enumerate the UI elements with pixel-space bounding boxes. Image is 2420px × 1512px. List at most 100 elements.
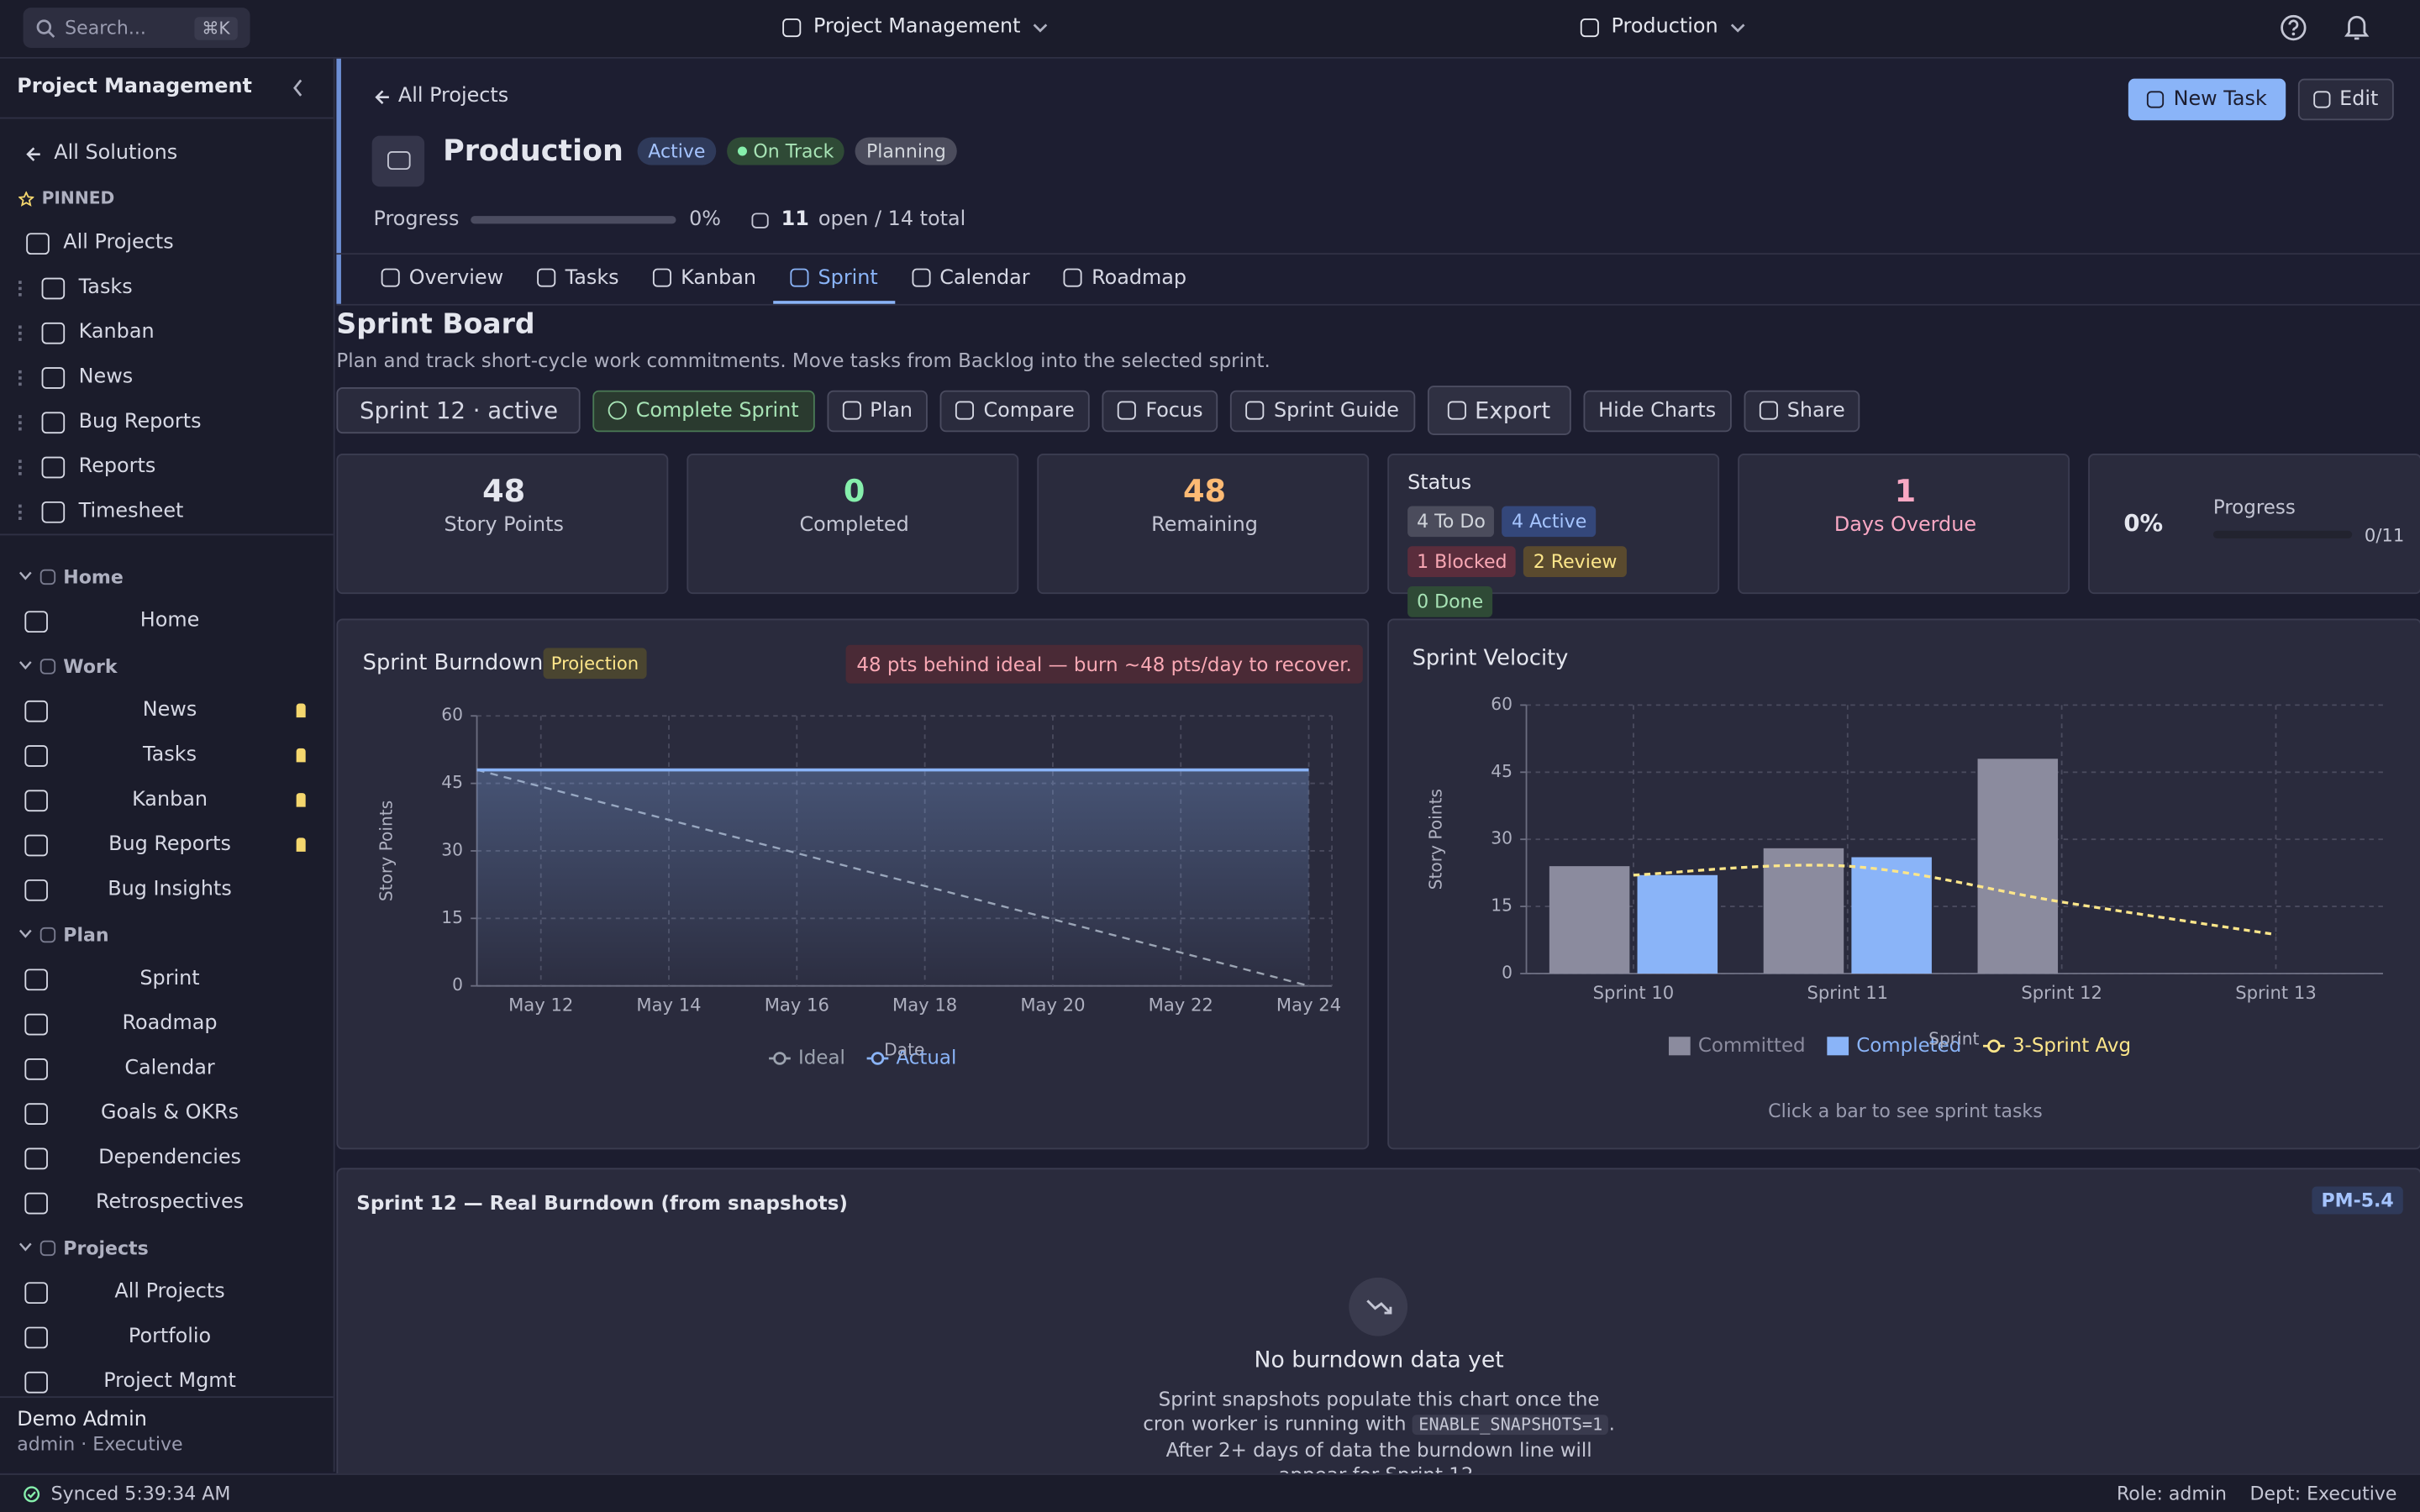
icon [24,610,48,633]
toolbar-button[interactable]: Plan [826,389,929,432]
nav-label: Retrospectives [95,1190,245,1215]
x-tick-label: May 20 [1020,995,1085,1016]
nav-item[interactable]: Calendar [0,1046,334,1090]
x-axis-label: Sprint [1928,1028,1979,1048]
toolbar-button[interactable]: Hide Charts [1582,389,1732,432]
back-link[interactable]: All Projects [375,85,508,108]
board-title: Sprint Board [336,308,535,341]
nav-item[interactable]: Tasks [0,265,334,310]
icon [41,455,66,478]
nav-item[interactable]: Tasks [0,732,334,777]
open-count: 11 [781,207,809,232]
bar[interactable] [1851,857,1932,974]
nav-item[interactable]: Bug Reports [0,400,334,444]
sidebar-title: Project Management [17,76,252,99]
tab[interactable]: Sprint [773,255,895,304]
nav-item[interactable]: Kanban [0,310,334,354]
nav-label: Roadmap [122,1011,218,1036]
bar[interactable] [1549,866,1630,974]
env-switcher[interactable]: Production [1580,15,1746,39]
nav-item[interactable]: All Projects [0,1270,334,1315]
icon [26,232,50,255]
nav-label: Timesheet [78,500,184,523]
tab[interactable]: Overview [364,255,520,304]
velocity-card: 0 15 30 45 60 Story Points Sprint 10 Sprint 11 S… [1387,618,2420,1150]
tab[interactable]: Kanban [636,255,773,304]
toolbar-button[interactable]: Complete Sprint [592,389,815,432]
snapshot-title: Sprint 12 — Real Burndown (from snapshot… [356,1190,848,1215]
toolbar-button[interactable]: Export [1427,386,1571,435]
icon [955,401,975,420]
legend-item: Committed [1668,1035,1806,1057]
x-tick-label: Sprint 11 [1807,982,1889,1003]
help-icon[interactable] [2280,14,2307,42]
bar[interactable] [1763,848,1844,974]
action-button[interactable]: New Task [2128,78,2286,121]
progress-pct: 0% [2123,509,2164,538]
overdue-card: 1 Days Overdue [1738,454,2070,595]
action-button[interactable]: Edit [2297,78,2394,121]
bar[interactable] [1637,874,1718,974]
nav-item[interactable]: Retrospectives [0,1180,334,1225]
tab[interactable]: Tasks [520,255,635,304]
icon [24,1147,48,1169]
button-label: Complete Sprint [635,398,799,423]
tab[interactable]: Roadmap [1047,255,1203,304]
legend-label: Ideal [798,1047,845,1069]
main: All Projects Production Active On Track Pl… [336,58,2420,1512]
nav-item[interactable]: All Solutions [0,131,334,176]
button-label: New Task [2173,87,2267,112]
toolbar-button[interactable]: Share [1744,389,1861,432]
legend-label: 3-Sprint Avg [2012,1035,2131,1057]
nav-item[interactable]: Bug Insights [0,867,334,911]
text: Sprint snapshots populate this chart onc… [1143,1387,1600,1436]
nav-item[interactable]: Home [0,599,334,643]
icon [842,401,861,420]
tab-label: Roadmap [1092,265,1187,290]
overdue-value: 1 [1894,472,1917,510]
pin-icon [296,837,306,852]
app-switcher[interactable]: Project Management [782,15,1048,39]
nav-item[interactable]: Kanban [0,778,334,822]
badges: Active On Track Planning [627,137,957,165]
icon [1064,268,1083,287]
toolbar-button[interactable]: Sprint Guide [1230,389,1415,432]
nav-item[interactable]: News [0,688,334,732]
legend-swatch [1827,1037,1849,1056]
progress-track [2212,530,2353,539]
icon [39,658,56,674]
section-label: Home [63,565,124,587]
legend: Ideal Actual [769,1047,956,1069]
toolbar-button[interactable]: Focus [1102,389,1218,432]
project-icon [371,135,425,187]
tab[interactable]: Calendar [895,255,1047,304]
collapse-icon[interactable] [292,79,304,97]
y-tick-label: 30 [1491,828,1512,848]
nav-item[interactable]: News [0,354,334,399]
nav-item[interactable]: Sprint [0,957,334,1001]
nav: All Solutions PINNED All Projects Tasks Kanb… [0,131,334,1404]
section-header: Plan [0,912,334,957]
nav-item[interactable]: Project Mgmt [0,1359,334,1404]
icon [24,833,48,856]
toolbar-button[interactable]: Compare [940,389,1091,432]
icon [24,1326,48,1348]
nav-item[interactable]: Dependencies [0,1136,334,1180]
nav-item[interactable]: All Projects [0,221,334,265]
nav-item[interactable]: Reports [0,444,334,489]
bell-icon[interactable] [2343,13,2370,42]
stat-label: Completed [799,513,909,538]
nav-item[interactable]: Timesheet [0,489,334,533]
search[interactable]: Search... ⌘K [23,8,250,48]
nav-item[interactable]: Roadmap [0,1001,334,1046]
section-label: Projects [63,1236,149,1258]
bar[interactable] [1977,759,2059,974]
nav-item[interactable]: Bug Reports [0,822,334,867]
burndown-card: 0 15 30 45 60 Story Points May 12 May 14 May 16 M… [336,618,1370,1150]
divider [336,253,2420,255]
sprint-select[interactable]: Sprint 12 · active [336,387,581,434]
chevron [1034,23,1048,32]
nav-item[interactable]: Goals & OKRs [0,1091,334,1136]
divider [0,117,334,119]
nav-item[interactable]: Portfolio [0,1315,334,1359]
